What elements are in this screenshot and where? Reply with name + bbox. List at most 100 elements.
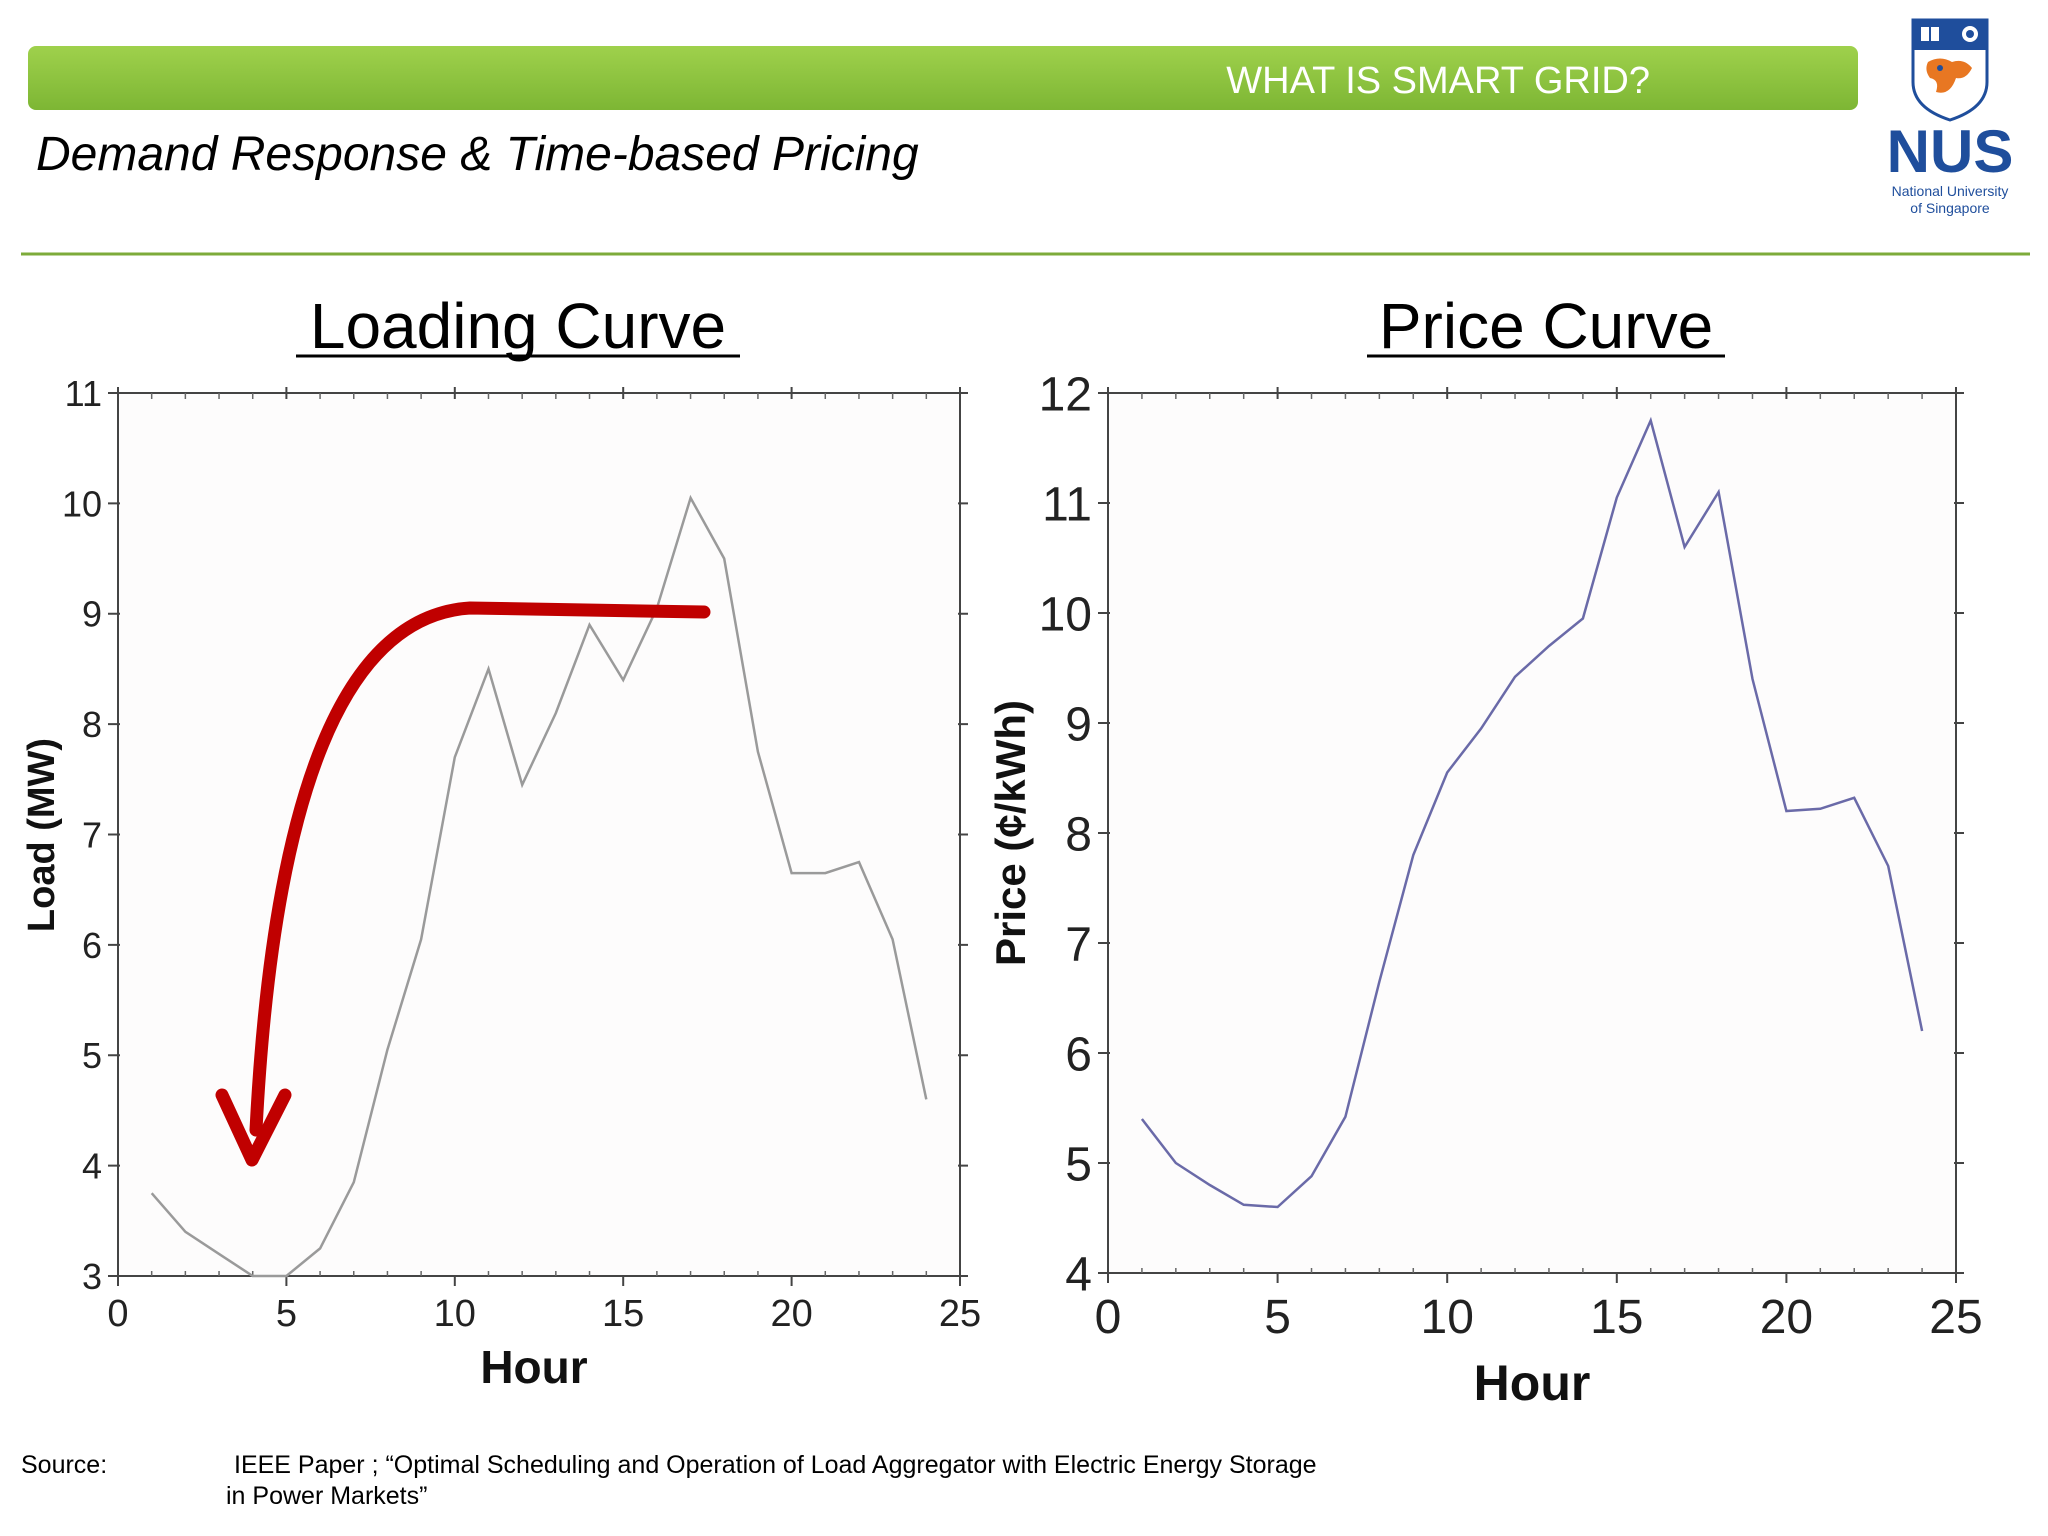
data-point — [891, 937, 895, 941]
data-point — [1750, 677, 1754, 681]
loading-curve-y-tick-labels: 3 4 5 6 7 8 9 10 11 — [62, 373, 102, 1297]
loading-curve-title: Loading Curve — [310, 290, 726, 362]
y-tick-label: 7 — [1065, 918, 1092, 971]
x-tick-label: 10 — [1421, 1291, 1474, 1344]
x-tick-label: 25 — [939, 1293, 981, 1335]
y-tick-label: 11 — [1042, 478, 1092, 531]
y-tick-label: 10 — [1039, 588, 1092, 641]
data-point — [284, 1274, 288, 1278]
y-tick-label: 10 — [62, 483, 102, 524]
data-point — [183, 1230, 187, 1234]
x-tick-label: 15 — [602, 1293, 644, 1335]
y-tick-label: 9 — [1065, 698, 1092, 751]
data-point — [722, 557, 726, 561]
data-point — [1208, 1183, 1212, 1187]
price-curve-title: Price Curve — [1379, 290, 1713, 362]
y-tick-label: 8 — [82, 704, 102, 745]
y-tick-label: 5 — [1065, 1138, 1092, 1191]
data-point — [1581, 617, 1585, 621]
y-tick-label: 3 — [82, 1256, 102, 1297]
data-point — [251, 1274, 255, 1278]
data-point — [823, 871, 827, 875]
price-curve-ticks — [1098, 387, 1964, 1283]
loading-curve-series-line — [150, 494, 928, 1278]
data-point — [1343, 1115, 1347, 1119]
arrow-head-icon — [215, 1088, 292, 1167]
logo-line2: of Singapore — [1910, 200, 1990, 216]
y-tick-label: 8 — [1065, 808, 1092, 861]
nus-logo: NUS National University of Singapore — [1887, 18, 2014, 216]
y-tick-label: 6 — [1065, 1028, 1092, 1081]
data-point — [1140, 1117, 1144, 1121]
data-point — [924, 1097, 928, 1101]
loading-curve-ticks — [108, 387, 968, 1286]
loading-curve-x-tick-labels: 0 5 10 15 20 25 — [107, 1293, 981, 1335]
x-tick-label: 20 — [1760, 1291, 1813, 1344]
y-tick-label: 7 — [82, 814, 102, 855]
data-point — [689, 496, 693, 500]
price-curve-plot-area — [1108, 393, 1956, 1273]
x-tick-label: 5 — [276, 1293, 297, 1335]
data-point — [419, 937, 423, 941]
data-point — [857, 860, 861, 864]
data-point — [1513, 675, 1517, 679]
y-tick-label: 5 — [82, 1035, 102, 1076]
data-point — [385, 1048, 389, 1052]
source-label: Source: — [21, 1451, 108, 1479]
x-tick-label: 0 — [1095, 1291, 1122, 1344]
data-point — [1174, 1161, 1178, 1165]
data-point — [621, 678, 625, 682]
slide-subtitle: Demand Response & Time-based Pricing — [36, 128, 919, 181]
loading-curve-y-axis-label: Load (MW) — [21, 738, 63, 932]
data-point — [1310, 1174, 1314, 1178]
data-point — [1377, 980, 1381, 984]
data-point — [1276, 1205, 1280, 1209]
data-point — [1615, 496, 1619, 500]
header-banner: WHAT IS SMART GRID? — [28, 46, 1858, 110]
data-point — [1683, 545, 1687, 549]
y-tick-label: 6 — [82, 925, 102, 966]
x-tick-label: 15 — [1590, 1291, 1643, 1344]
price-curve-y-axis-label: Price (¢/kWh) — [987, 700, 1034, 966]
x-tick-label: 5 — [1264, 1291, 1291, 1344]
price-curve-y-tick-labels: 4 5 6 7 8 9 10 11 12 — [1039, 368, 1092, 1301]
data-point — [554, 711, 558, 715]
y-tick-label: 11 — [65, 373, 102, 414]
data-point — [453, 755, 457, 759]
data-point — [1717, 490, 1721, 494]
data-point — [318, 1246, 322, 1250]
demand-shift-arrow — [215, 601, 711, 1167]
price-curve-series-line — [1140, 416, 1924, 1209]
x-tick-label: 25 — [1929, 1291, 1982, 1344]
source-text: IEEE Paper ; “Optimal Scheduling and Ope… — [226, 1451, 1317, 1510]
data-point — [1920, 1029, 1924, 1033]
arrow-curve — [249, 601, 711, 1137]
crest-icon — [1911, 18, 1989, 122]
price-curve-chart: Price Curve 4 5 6 7 8 9 10 11 12 0 5 10 15 20 25 Hour… — [987, 290, 1983, 1411]
x-tick-label: 20 — [770, 1293, 812, 1335]
data-point — [1649, 419, 1653, 423]
loading-curve-x-axis-label: Hour — [480, 1341, 587, 1393]
price-curve-x-tick-labels: 0 5 10 15 20 25 — [1095, 1291, 1983, 1344]
data-point — [756, 750, 760, 754]
x-tick-label: 10 — [434, 1293, 476, 1335]
data-point — [1547, 644, 1551, 648]
logo-wordmark: NUS — [1887, 118, 2014, 185]
y-tick-label: 4 — [1065, 1248, 1092, 1301]
y-tick-label: 12 — [1039, 368, 1092, 421]
data-point — [1479, 727, 1483, 731]
data-point — [352, 1180, 356, 1184]
data-point — [1852, 796, 1856, 800]
price-curve-x-axis-label: Hour — [1474, 1355, 1591, 1411]
y-tick-label: 9 — [82, 594, 102, 635]
x-tick-label: 0 — [107, 1293, 128, 1335]
data-point — [1445, 771, 1449, 775]
loading-curve-chart: Loading Curve 3 4 5 6 7 8 9 10 11 0 5 10 15 20 25 Hou… — [21, 290, 981, 1393]
data-point — [486, 667, 490, 671]
data-point — [1886, 864, 1890, 868]
data-point — [520, 783, 524, 787]
banner-bar — [28, 46, 1858, 110]
data-point — [1818, 807, 1822, 811]
data-point — [790, 871, 794, 875]
